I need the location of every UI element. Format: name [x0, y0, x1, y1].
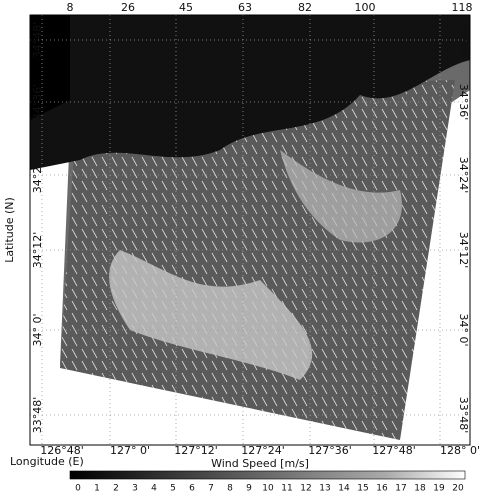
colorbar-label: 18 [414, 484, 426, 494]
bottom-tick-label: 126°48' [40, 444, 84, 457]
right-tick-label: 33°48' [457, 397, 470, 434]
bottom-tick-label: 127°24' [241, 444, 285, 457]
bottom-tick-label: 127° 0' [110, 444, 150, 457]
right-tick-label: 34° 0' [457, 313, 470, 346]
colorbar-label: 5 [170, 484, 176, 494]
satellite-image [30, 15, 470, 445]
bottom-tick-label: 127°12' [174, 444, 218, 457]
colorbar-label: 8 [227, 484, 233, 494]
left-tick-label: 34°36' [31, 84, 44, 121]
left-tick-label: 34°48' [31, 22, 44, 59]
right-tick-label: 34°48' [457, 22, 470, 59]
colorbar-label: 2 [113, 484, 119, 494]
colorbar-label: 14 [338, 484, 350, 494]
colorbar-label: 17 [395, 484, 406, 494]
left-tick-label: 34°12' [31, 232, 44, 269]
bottom-tick-label: 127°36' [308, 444, 352, 457]
colorbar-label: 6 [189, 484, 195, 494]
colorbar-label: 9 [246, 484, 252, 494]
colorbar-label: 16 [376, 484, 388, 494]
colorbar-label: 4 [151, 484, 157, 494]
bottom-tick-label: 127°48' [372, 444, 416, 457]
map-figure: Latitude (N) Longitude (E) Wind Speed [m… [0, 0, 482, 495]
left-tick-label: 34°24' [31, 157, 44, 194]
colorbar-label: 19 [433, 484, 445, 494]
colorbar-title: Wind Speed [m/s] [211, 457, 309, 470]
colorbar-label: 13 [319, 484, 330, 494]
colorbar-label: 20 [452, 484, 464, 494]
left-tick-label: 33°48' [31, 397, 44, 434]
colorbar-label: 15 [357, 484, 368, 494]
top-tick-label: 82 [298, 1, 312, 14]
colorbar [70, 471, 465, 479]
colorbar-label: 0 [75, 484, 81, 494]
right-tick-label: 34°24' [457, 157, 470, 194]
right-tick-label: 34°36' [457, 84, 470, 121]
top-tick-label: 63 [238, 1, 252, 14]
top-tick-label: 45 [179, 1, 193, 14]
left-tick-label: 34° 0' [31, 313, 44, 346]
colorbar-label: 10 [262, 484, 274, 494]
top-tick-label: 8 [67, 1, 74, 14]
top-tick-label: 26 [121, 1, 135, 14]
colorbar-label: 12 [300, 484, 311, 494]
top-tick-label: 100 [355, 1, 376, 14]
y-axis-title: Latitude (N) [3, 197, 16, 263]
bottom-tick-label: 128° 0' [440, 444, 480, 457]
colorbar-label: 7 [208, 484, 214, 494]
top-tick-label: 118 [452, 1, 473, 14]
colorbar-label: 1 [94, 484, 100, 494]
colorbar-label: 3 [132, 484, 138, 494]
colorbar-label: 11 [281, 484, 292, 494]
right-tick-label: 34°12' [457, 232, 470, 269]
